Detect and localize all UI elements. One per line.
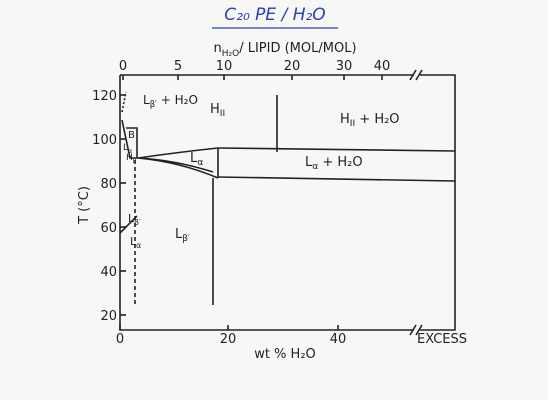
region-sub: β′ [150, 99, 157, 109]
bottom-tick-label: 0 [116, 332, 124, 347]
region-rest: + H₂O [318, 155, 362, 170]
region-sub: II [220, 109, 225, 119]
t: / LIPID (MOL/MOL) [239, 41, 356, 56]
t: H₂O [222, 49, 239, 59]
region-main: L [130, 235, 137, 248]
region-rest: + H₂O [355, 112, 399, 127]
region-label: Lα + H₂O [305, 155, 363, 172]
region-main: L [190, 151, 198, 166]
left-tick-label: 80 [100, 177, 117, 192]
left-tick-label: 60 [100, 221, 117, 236]
t: n [213, 41, 221, 56]
region-main: B [128, 130, 135, 141]
region-label: HII + H₂O [340, 112, 400, 129]
top-tick-label: 10 [216, 59, 233, 74]
region-sub: α [312, 162, 318, 172]
region-label: HII [126, 153, 137, 165]
region-label: Lβ′ [128, 212, 141, 227]
region-main: H [210, 102, 220, 117]
top-axis-label: nH₂O/ LIPID (MOL/MOL) [213, 41, 356, 59]
region-label: Lα [123, 143, 132, 155]
region-label: Lβ′ [175, 227, 190, 244]
top-tick-label: 0 [119, 59, 127, 74]
region-label: Lα [130, 235, 141, 250]
left-tick-label: 100 [92, 133, 117, 148]
bottom-tick-label: 40 [330, 332, 347, 347]
region-rest: + H₂O [157, 93, 198, 107]
top-tick-label: 40 [374, 59, 391, 74]
left-tick-label: 120 [92, 89, 117, 104]
left-tick-label: 20 [100, 309, 117, 324]
left-tick-label: 40 [100, 265, 117, 280]
region-label: Lβ′ + H₂O [143, 93, 198, 109]
region-main: L [305, 155, 313, 170]
bottom-tick-label: 20 [220, 332, 237, 347]
axis-break [409, 69, 423, 336]
title: C₂₀ PE / H₂O [224, 5, 325, 25]
region-sub: β′ [182, 234, 190, 244]
top-tick-label: 20 [284, 59, 301, 74]
region-sub: α [136, 241, 141, 250]
region-main: L [143, 93, 150, 107]
region-main: L [175, 227, 183, 242]
region-main: H [340, 112, 350, 127]
left-axis-label: T (°C) [77, 186, 92, 225]
region-main: L [123, 143, 128, 153]
region-label: HII [210, 102, 225, 119]
excess-label: EXCESS [417, 332, 467, 347]
region-label: Lα [190, 151, 203, 168]
top-tick-label: 30 [336, 59, 353, 74]
region-sub: α [128, 148, 132, 155]
region-main: H [126, 153, 133, 163]
region-sub: α [197, 158, 203, 168]
region-sub: II [133, 158, 137, 165]
region-sub: II [350, 119, 355, 129]
top-tick-label: 5 [174, 59, 182, 74]
region-main: L [128, 212, 135, 225]
region-sub: β′ [134, 218, 141, 227]
region-label: B [128, 130, 135, 141]
bottom-axis-label: wt % H₂O [254, 347, 316, 362]
